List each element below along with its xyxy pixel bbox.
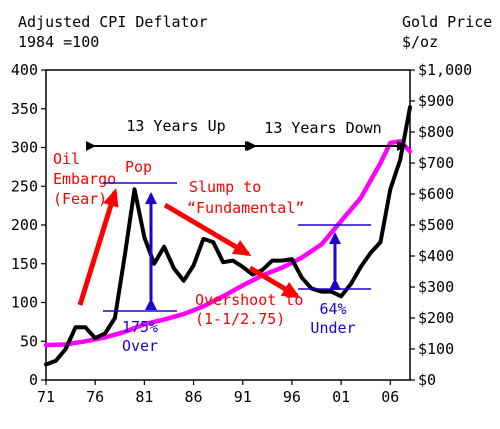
right-axis-title: Gold Price [402, 13, 493, 31]
right-tick-label: $600 [418, 185, 454, 203]
x-tick-label: 06 [381, 388, 399, 406]
x-tick-label: 01 [332, 388, 350, 406]
left-axis-title: Adjusted CPI Deflator [18, 13, 208, 31]
right-tick-label: $100 [418, 340, 454, 358]
slump-arrow [163, 202, 252, 257]
x-axis-ticks: 71 76 81 86 91 96 01 06 [37, 380, 399, 406]
x-tick-label: 76 [86, 388, 104, 406]
x-tick-label: 96 [283, 388, 301, 406]
left-tick-label: 400 [11, 61, 38, 79]
annotation-layer: 13 Years Up 13 Years Down Oil Embargo (Fear)… [53, 117, 407, 355]
left-tick-label: 350 [11, 100, 38, 118]
left-tick-label: 100 [11, 294, 38, 312]
right-tick-label: $300 [418, 278, 454, 296]
right-tick-label: $700 [418, 154, 454, 172]
oil-embargo-label: Oil [53, 150, 80, 168]
right-tick-label: $500 [418, 216, 454, 234]
slump-label: “Fundamental” [187, 199, 304, 217]
x-tick-label: 71 [37, 388, 55, 406]
under-label: 64% [319, 300, 346, 318]
right-tick-label: $900 [418, 92, 454, 110]
years-down-label: 13 Years Down [264, 119, 381, 137]
left-tick-label: 50 [20, 332, 38, 350]
over-label: Over [122, 337, 158, 355]
series-layer [43, 105, 413, 367]
pop-label: Pop [125, 158, 152, 176]
x-tick-label: 81 [135, 388, 153, 406]
x-tick-label: 91 [234, 388, 252, 406]
right-tick-label: $200 [418, 309, 454, 327]
left-tick-label: 250 [11, 177, 38, 195]
oil-embargo-label: Embargo [53, 170, 116, 188]
cpi-deflator-line [43, 139, 413, 348]
years-up-label: 13 Years Up [126, 117, 225, 135]
right-tick-label: $800 [418, 123, 454, 141]
x-tick-label: 86 [185, 388, 203, 406]
left-axis-subtitle: 1984 =100 [18, 33, 100, 51]
over-label: 175% [122, 318, 158, 336]
left-y-axis-ticks: 0 50 100 150 200 250 300 350 400 [11, 61, 46, 389]
left-tick-label: 300 [11, 139, 38, 157]
right-tick-label: $1,000 [418, 61, 472, 79]
oil-embargo-label: (Fear) [53, 190, 107, 208]
overshoot-label: Overshoot to [195, 291, 303, 309]
left-tick-label: 0 [29, 371, 38, 389]
overshoot-label: (1-1/2.75) [195, 310, 285, 328]
right-y-axis-ticks: $0 $100 $200 $300 $400 $500 $600 $700 $800 $900 $1… [410, 61, 472, 389]
slump-label: Slump to [189, 178, 261, 196]
left-tick-label: 150 [11, 255, 38, 273]
overshoot-arrow [248, 265, 301, 299]
right-axis-subtitle: $/oz [402, 33, 439, 51]
right-tick-label: $400 [418, 247, 454, 265]
rise-arrow [77, 188, 119, 306]
left-tick-label: 200 [11, 216, 38, 234]
under-label: Under [310, 319, 355, 337]
gold-price-line [44, 105, 412, 367]
right-tick-label: $0 [418, 371, 436, 389]
